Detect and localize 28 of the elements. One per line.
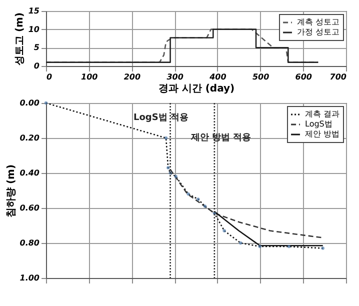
y-tick-label: 0.80 — [20, 238, 40, 248]
x-tick-label: 700 — [330, 72, 347, 82]
annotation: LogS법 적용 — [134, 113, 188, 123]
y-tick-label: 1.00 — [20, 274, 40, 282]
legend-label: 가정 성토고 — [297, 28, 340, 36]
y-axis-title: 성토고 (m) — [14, 12, 26, 66]
x-tick-label: 300 — [166, 72, 184, 82]
legend-label: 제안 방법 — [305, 130, 340, 138]
y-tick-label: 0.60 — [20, 204, 40, 212]
annotation: 제안 방법 적용 — [190, 133, 252, 143]
y-tick-label: 0 — [34, 62, 40, 70]
x-tick-label: 100 — [81, 72, 98, 82]
legend-label: 계측 결과 — [305, 110, 340, 118]
x-tick-label: 500 — [252, 72, 270, 82]
legend-label: LogS법 — [305, 120, 332, 128]
y-tick-label: 10 — [28, 24, 40, 34]
y-tick-label: 0.40 — [20, 168, 40, 178]
x-tick-label: 0 — [46, 72, 52, 82]
legend-label: 계측 성토고 — [297, 18, 340, 26]
y-tick-label: 0.20 — [20, 134, 40, 142]
x-tick-label: 400 — [208, 72, 227, 82]
x-tick-label: 200 — [124, 72, 141, 82]
y-tick-label: 15 — [28, 6, 40, 16]
y-tick-label: 5 — [34, 43, 40, 52]
y-axis-title: 침하량 (m) — [6, 164, 17, 218]
y-tick-label: 0.00 — [20, 98, 40, 108]
x-axis-title: 경과 시간 (day) — [158, 84, 235, 94]
x-tick-label: 600 — [295, 72, 312, 82]
